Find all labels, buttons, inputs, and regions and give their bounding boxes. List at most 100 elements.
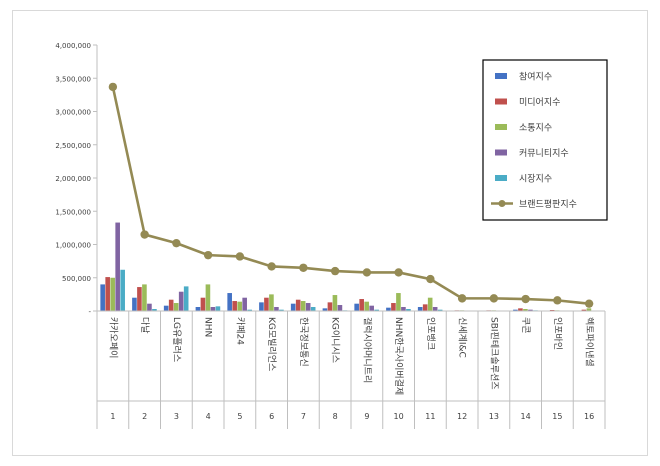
rank-label: 12 <box>457 412 467 421</box>
rank-label: 16 <box>584 412 594 421</box>
legend-label: 시장지수 <box>519 174 552 185</box>
bar-참여지수-1 <box>100 284 105 311</box>
bar-소통지수-1 <box>110 277 115 311</box>
bar-시장지수-3 <box>183 286 189 311</box>
bar-커뮤니티지수-2 <box>147 303 152 311</box>
category-label: 갤럭시아머니트리 <box>361 317 373 383</box>
bar-미디어지수-6 <box>264 297 269 311</box>
category-label: 인포뱅크 <box>425 317 436 350</box>
point-브랜드평판지수-12 <box>457 294 467 303</box>
y-tick-label: - <box>88 308 91 316</box>
bar-참여지수-7 <box>290 303 296 311</box>
legend-label: 소통지수 <box>519 123 552 134</box>
point-브랜드평판지수-8 <box>330 266 340 276</box>
point-브랜드평판지수-6 <box>267 262 276 271</box>
bar-커뮤니티지수-1 <box>115 222 120 311</box>
point-브랜드평판지수-14 <box>521 294 530 304</box>
bar-참여지수-8 <box>322 308 328 311</box>
bar-커뮤니티지수-8 <box>337 305 343 311</box>
category-label: KG이니시스 <box>330 317 341 363</box>
bar-시장지수-10 <box>406 309 411 311</box>
y-tick-label: 3,000,000 <box>55 109 91 117</box>
bar-시장지수-7 <box>310 307 316 311</box>
bar-시장지수-5 <box>247 309 252 311</box>
bar-미디어지수-3 <box>168 299 174 311</box>
bar-소통지수-4 <box>205 284 211 311</box>
bar-커뮤니티지수-6 <box>274 307 279 311</box>
y-tick-label: 1,000,000 <box>55 242 91 250</box>
bar-소통지수-5 <box>237 301 242 311</box>
legend-label: 참여지수 <box>519 71 552 83</box>
legend-swatch <box>495 175 507 181</box>
rank-label: 3 <box>174 412 179 421</box>
point-브랜드평판지수-3 <box>172 238 181 248</box>
y-tick-label: 4,000,000 <box>55 42 91 50</box>
category-label: 쿠콘 <box>520 317 531 334</box>
point-브랜드평판지수-15 <box>553 296 562 305</box>
bar-소통지수-9 <box>364 301 369 311</box>
bar-미디어지수-11 <box>422 304 428 311</box>
rank-label: 2 <box>142 412 147 421</box>
line-브랜드평판지수 <box>111 86 590 305</box>
bar-미디어지수-14 <box>518 308 523 311</box>
bar-미디어지수-4 <box>200 297 206 311</box>
brand-reputation-chart: - 500,000 1,000,000 1,500,000 2,000,000 2,500… <box>55 42 608 429</box>
bar-참여지수-3 <box>163 305 169 311</box>
bar-커뮤니티지수-7 <box>305 303 311 311</box>
category-label: KG모빌리언스 <box>266 317 278 371</box>
legend-swatch <box>495 124 507 130</box>
bar-커뮤니티지수-9 <box>369 305 374 311</box>
bar-소통지수-3 <box>173 303 179 311</box>
bar-미디어지수-2 <box>137 287 142 311</box>
bar-참여지수-4 <box>195 307 201 311</box>
bar-참여지수-5 <box>227 293 232 311</box>
y-tick-label: 2,500,000 <box>55 142 91 150</box>
category-label: NHN한국사이버결제 <box>393 317 404 395</box>
point-브랜드평판지수-9 <box>362 268 372 277</box>
category-label: LG유플러스 <box>171 317 182 362</box>
bar-미디어지수-7 <box>295 299 301 311</box>
bar-커뮤니티지수-3 <box>178 291 184 311</box>
point-브랜드평판지수-5 <box>235 252 245 261</box>
rank-label: 4 <box>206 412 211 421</box>
bar-시장지수-1 <box>120 269 125 311</box>
legend-marker <box>498 200 506 207</box>
point-브랜드평판지수-13 <box>489 294 499 303</box>
category-label: 한국정보통신 <box>298 317 309 367</box>
bar-참여지수-6 <box>259 302 264 311</box>
legend-label: 미디어지수 <box>519 97 560 108</box>
bar-미디어지수-16 <box>581 309 587 311</box>
point-브랜드평판지수-7 <box>299 263 308 272</box>
x-axis: 카카오페이 다날 LG유플러스 NHN 카페24 KG모빌리언스 한국정보통신 KG이니시스 갤… <box>96 310 606 429</box>
legend-swatch <box>495 73 507 79</box>
y-tick-label: 3,500,000 <box>55 75 91 83</box>
rank-label: 6 <box>269 412 274 421</box>
point-브랜드평판지수-10 <box>394 268 403 277</box>
category-label: 다날 <box>139 317 150 334</box>
bar-시장지수-4 <box>215 306 221 311</box>
legend-swatch <box>495 149 507 156</box>
bar-참여지수-11 <box>417 307 423 311</box>
point-브랜드평판지수-11 <box>426 274 435 284</box>
bar-소통지수-8 <box>332 295 338 311</box>
bar-미디어지수-9 <box>359 299 364 311</box>
bar-시장지수-6 <box>279 309 284 311</box>
category-label: NHN <box>203 317 213 337</box>
bar-소통지수-11 <box>427 297 433 311</box>
point-브랜드평판지수-2 <box>140 230 149 239</box>
bar-참여지수-9 <box>354 303 359 311</box>
rank-label: 15 <box>552 412 562 421</box>
bar-커뮤니티지수-14 <box>528 309 533 311</box>
bar-커뮤니티지수-11 <box>432 307 438 311</box>
rank-label: 5 <box>237 412 242 421</box>
category-label: 헥토파이낸셜 <box>584 317 595 367</box>
category-label: SBI핀테크솔루션즈 <box>488 317 499 390</box>
bar-참여지수-14 <box>513 309 518 311</box>
point-브랜드평판지수-4 <box>203 250 213 260</box>
bar-소통지수-10 <box>396 293 401 311</box>
y-tick-label: 1,500,000 <box>55 208 91 216</box>
bar-소통지수-14 <box>523 309 528 311</box>
bar-시장지수-2 <box>152 309 157 311</box>
bar-소통지수-2 <box>142 284 147 311</box>
chart-frame: - 500,000 1,000,000 1,500,000 2,000,000 2,500… <box>12 10 648 456</box>
